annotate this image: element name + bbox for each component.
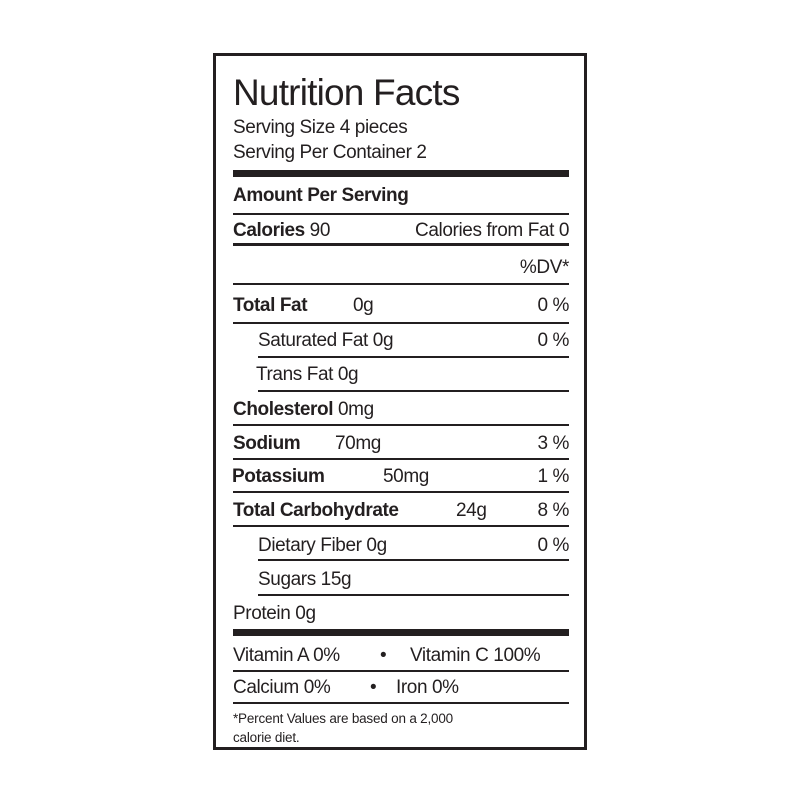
nutrient-label: Trans Fat 0g: [256, 364, 359, 385]
nutrient-label: Protein 0g: [233, 603, 316, 624]
divider: [258, 559, 569, 561]
divider: [233, 670, 569, 672]
divider: [233, 525, 569, 527]
nutrient-label: Total Carbohydrate: [233, 500, 399, 521]
nutrient-dv: 0 %: [537, 535, 569, 556]
nutrient-value: 70mg: [335, 433, 381, 454]
divider: [233, 491, 569, 493]
nutrient-value: 0g: [353, 295, 374, 316]
divider: [258, 390, 569, 392]
nutrient-label: Total Fat: [233, 295, 308, 316]
calories-from-fat: Calories from Fat 0: [415, 220, 569, 241]
nutrient-dv: 8 %: [537, 500, 569, 521]
thick-divider: [233, 170, 569, 177]
nutrient-label: Sugars 15g: [258, 569, 352, 590]
nutrient-value: 0mg: [338, 399, 374, 420]
calcium: Calcium 0%: [233, 677, 331, 698]
nutrition-facts-label: Nutrition Facts Serving Size 4 pieces Se…: [213, 53, 587, 750]
nutrient-dv: 1 %: [537, 466, 569, 487]
divider: [233, 322, 569, 324]
thick-divider: [233, 629, 569, 636]
calories-value: 90: [309, 220, 331, 241]
bullet: •: [370, 677, 377, 698]
nutrient-label: Sodium: [233, 433, 301, 454]
calories-row: Calories 90: [233, 221, 330, 240]
divider: [233, 702, 569, 704]
nutrient-value: 50mg: [383, 466, 429, 487]
divider: [233, 283, 569, 285]
divider: [233, 243, 569, 246]
serving-size: Serving Size 4 pieces: [233, 117, 408, 138]
divider: [258, 594, 569, 596]
footnote-line-2: calorie diet.: [233, 730, 300, 745]
divider: [258, 356, 569, 358]
nutrient-label: Cholesterol: [233, 399, 334, 420]
divider: [233, 458, 569, 460]
divider: [233, 213, 569, 215]
vitamin-a: Vitamin A 0%: [233, 645, 340, 666]
nutrient-label: Dietary Fiber 0g: [258, 535, 387, 556]
nutrient-label: Potassium: [232, 466, 325, 487]
divider: [233, 424, 569, 426]
footnote-line-1: *Percent Values are based on a 2,000: [233, 711, 453, 726]
nutrient-dv: 3 %: [537, 433, 569, 454]
title: Nutrition Facts: [233, 72, 460, 113]
nutrient-dv: 0 %: [537, 330, 569, 351]
cholesterol-row: Cholesterol 0mg: [233, 400, 374, 419]
dv-header: %DV*: [519, 257, 569, 278]
amount-per-serving: Amount Per Serving: [233, 185, 409, 206]
vitamin-c: Vitamin C 100%: [410, 645, 541, 666]
nutrient-value: 24g: [456, 500, 487, 521]
nutrient-dv: 0 %: [537, 295, 569, 316]
iron: Iron 0%: [396, 677, 459, 698]
servings-per-container: Serving Per Container 2: [233, 142, 427, 163]
calories-label: Calories: [233, 220, 305, 241]
nutrient-label: Saturated Fat 0g: [258, 330, 394, 351]
bullet: •: [380, 645, 387, 666]
